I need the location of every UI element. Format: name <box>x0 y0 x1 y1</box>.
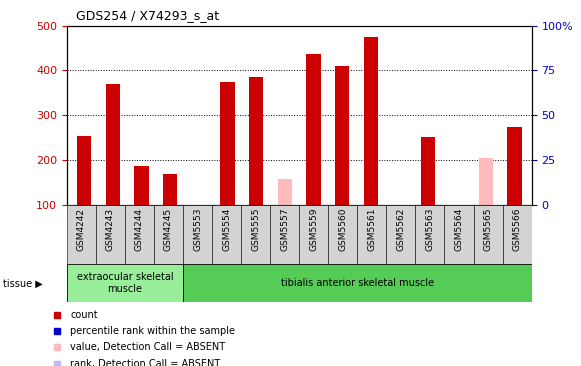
Text: GSM5564: GSM5564 <box>454 208 464 251</box>
Text: GSM5561: GSM5561 <box>367 208 376 251</box>
Bar <box>183 205 212 264</box>
Bar <box>183 264 532 302</box>
Bar <box>241 205 270 264</box>
Text: GSM4243: GSM4243 <box>106 208 115 251</box>
Bar <box>67 264 183 302</box>
Bar <box>106 84 120 205</box>
Text: tibialis anterior skeletal muscle: tibialis anterior skeletal muscle <box>281 278 434 288</box>
Text: GSM5566: GSM5566 <box>512 208 522 251</box>
Text: GSM4245: GSM4245 <box>164 208 173 251</box>
Bar <box>444 205 474 264</box>
Text: count: count <box>70 310 98 320</box>
Bar <box>212 205 241 264</box>
Text: GSM5562: GSM5562 <box>396 208 406 251</box>
Bar <box>357 205 386 264</box>
Text: tissue ▶: tissue ▶ <box>3 279 42 289</box>
Bar <box>96 205 125 264</box>
Text: percentile rank within the sample: percentile rank within the sample <box>70 326 235 336</box>
Text: rank, Detection Call = ABSENT: rank, Detection Call = ABSENT <box>70 359 220 366</box>
Text: GSM5554: GSM5554 <box>222 208 231 251</box>
Bar <box>278 179 292 205</box>
Bar <box>474 205 503 264</box>
Bar <box>386 205 415 264</box>
Text: value, Detection Call = ABSENT: value, Detection Call = ABSENT <box>70 342 225 352</box>
Bar <box>335 66 349 205</box>
Bar <box>134 165 149 205</box>
Bar <box>77 137 91 205</box>
Text: GSM5560: GSM5560 <box>338 208 347 251</box>
Text: GSM5559: GSM5559 <box>309 208 318 251</box>
Bar <box>249 77 263 205</box>
Bar <box>67 205 96 264</box>
Bar <box>364 37 378 205</box>
Bar <box>299 205 328 264</box>
Bar <box>306 54 321 205</box>
Text: GSM5553: GSM5553 <box>193 208 202 251</box>
Text: GSM5555: GSM5555 <box>251 208 260 251</box>
Bar <box>220 82 235 205</box>
Text: GSM4242: GSM4242 <box>77 208 86 251</box>
Text: GSM5557: GSM5557 <box>280 208 289 251</box>
Text: GSM4244: GSM4244 <box>135 208 144 251</box>
Text: GSM5565: GSM5565 <box>483 208 493 251</box>
Bar <box>503 205 532 264</box>
Bar <box>270 205 299 264</box>
Bar <box>328 205 357 264</box>
Bar <box>125 205 154 264</box>
Text: GDS254 / X74293_s_at: GDS254 / X74293_s_at <box>76 9 218 22</box>
Bar <box>415 205 444 264</box>
Text: GSM5563: GSM5563 <box>425 208 435 251</box>
Bar <box>421 137 436 205</box>
Text: extraocular skeletal
muscle: extraocular skeletal muscle <box>77 272 173 294</box>
Bar <box>507 127 522 205</box>
Bar <box>154 205 183 264</box>
Bar <box>163 173 177 205</box>
Bar <box>479 158 493 205</box>
